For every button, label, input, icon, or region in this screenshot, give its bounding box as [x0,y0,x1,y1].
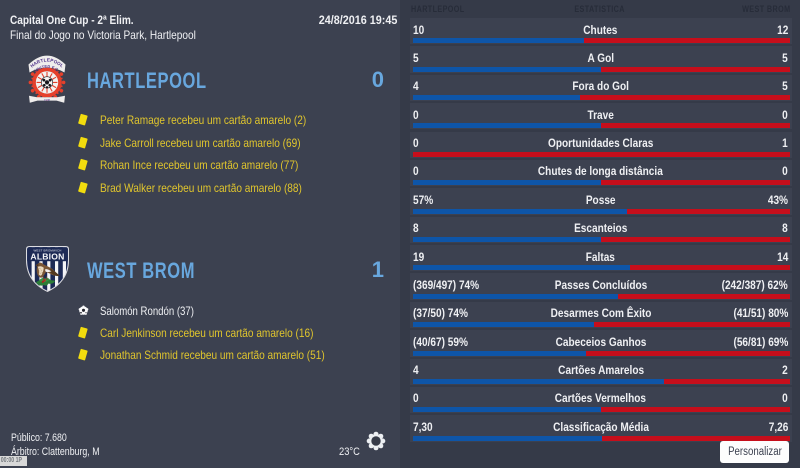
svg-text:WEST BROMWICH: WEST BROMWICH [33,248,61,252]
svg-text:1908: 1908 [44,98,50,102]
svg-text:ALBION: ALBION [30,251,64,261]
svg-text:UNITED F.C.: UNITED F.C. [33,64,60,73]
